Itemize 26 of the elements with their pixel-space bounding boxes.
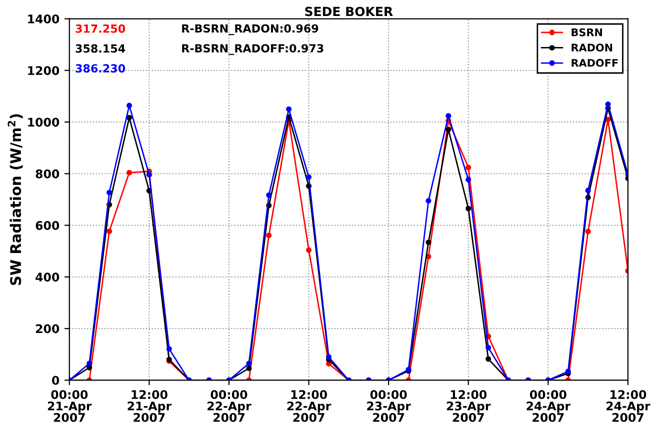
y-tick-label: 1200 — [28, 66, 60, 76]
x-tick-label: 00:00 22-Apr 2007 — [208, 390, 252, 422]
y-axis-title: SW Radiation (W/m$^{2}$) — [8, 114, 23, 285]
y-tick-label: 200 — [36, 324, 60, 334]
annotation: 317.250 — [76, 24, 126, 33]
legend-label: RADON — [572, 44, 612, 52]
x-tick-label: 12:00 21-Apr 2007 — [128, 390, 172, 422]
y-tick-label: 0 — [52, 376, 60, 385]
x-tick-label: 12:00 23-Apr 2007 — [446, 390, 491, 422]
chart-title: SEDE BOKER — [305, 6, 393, 16]
x-tick-label: 00:00 23-Apr 2007 — [367, 390, 411, 422]
x-tick-label: 00:00 24-Apr 2007 — [526, 390, 570, 422]
annotation: R-BSRN_RADON:0.969 — [182, 24, 318, 36]
y-tick-label: 800 — [36, 169, 60, 178]
x-tick-label: 12:00 22-Apr 2007 — [287, 390, 332, 422]
x-tick-label: 00:00 21-Apr 2007 — [48, 390, 92, 422]
legend-label: RADOFF — [572, 58, 618, 67]
annotation: R-BSRN_RADOFF:0.973 — [182, 44, 324, 55]
y-tick-label: 600 — [36, 221, 60, 230]
x-tick-label: 12:00 24-Apr 2007 — [606, 390, 650, 422]
legend-label: BSRN — [572, 28, 602, 36]
y-tick-label: 1000 — [28, 118, 60, 127]
annotation: 386.230 — [76, 64, 126, 73]
y-tick-label: 1400 — [28, 14, 60, 24]
y-tick-label: 400 — [36, 272, 60, 282]
annotation: 358.154 — [76, 44, 126, 53]
